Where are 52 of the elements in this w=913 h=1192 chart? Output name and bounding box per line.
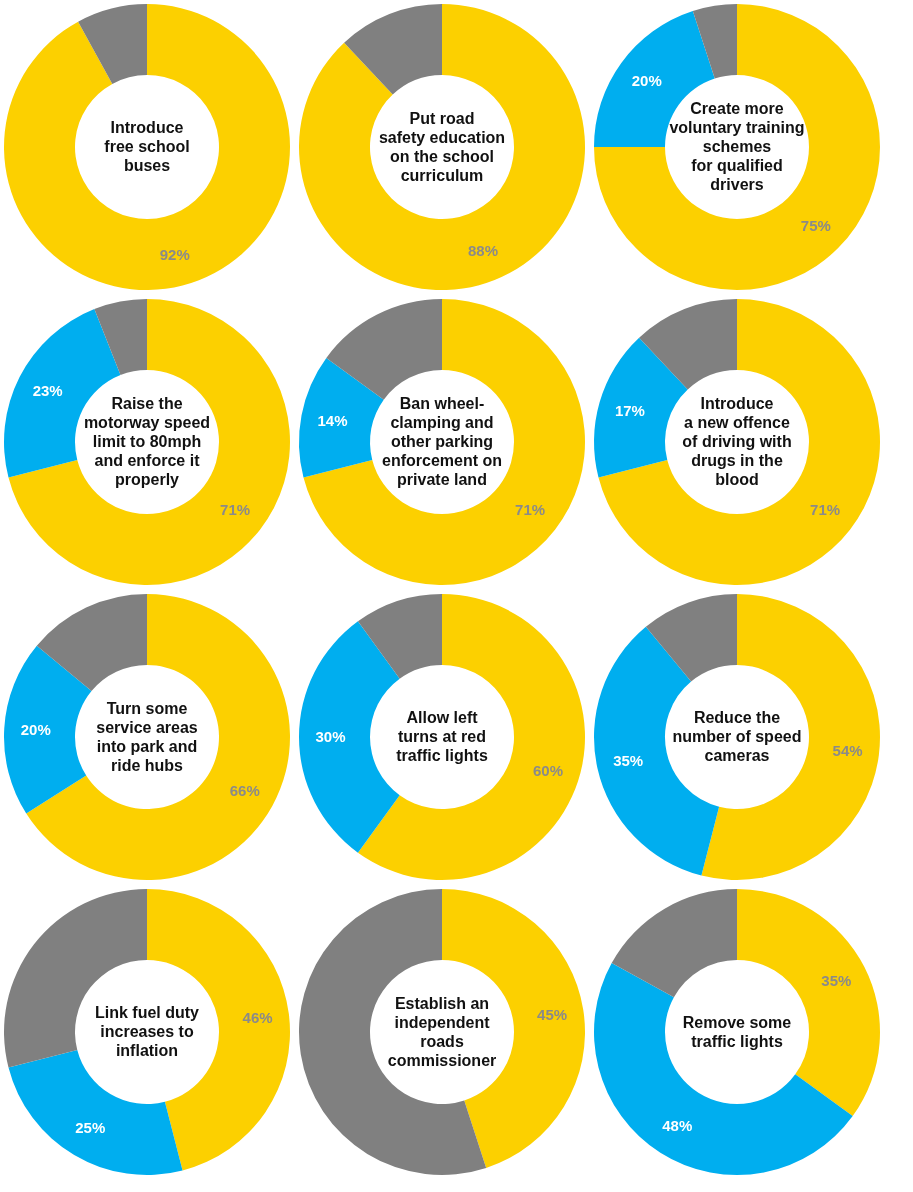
donut-slice — [299, 4, 585, 290]
data-label: 20% — [20, 721, 51, 738]
donut-slice — [4, 4, 290, 290]
data-label: 25% — [75, 1118, 106, 1136]
donut-slice — [639, 299, 737, 390]
donut-slice — [594, 4, 880, 290]
data-label: 20% — [631, 72, 662, 90]
donut-slice — [94, 299, 147, 376]
text: Put road safety education on the school curriculum — [378, 109, 506, 184]
data-label: 46% — [242, 1009, 273, 1027]
donut-slice — [4, 645, 92, 814]
donut-slice — [611, 889, 737, 998]
data-label: 23% — [32, 382, 63, 400]
data-label: 71% — [810, 501, 841, 519]
donut-slice — [357, 594, 585, 880]
text: Introduce a new offence of driving with drugs in the blood — [682, 395, 792, 488]
donut-slice — [344, 4, 442, 95]
text: Raise the motorway speed limit to 80mph and enforce it properly — [83, 395, 211, 488]
data-label: 48% — [662, 1117, 693, 1135]
data-label: 75% — [800, 216, 831, 234]
data-label: 60% — [533, 762, 564, 780]
donut-slice — [303, 299, 585, 585]
data-label: 30% — [315, 728, 346, 745]
donut-slice — [357, 594, 442, 679]
donut-slice — [692, 4, 737, 79]
text: Allow left turns at red traffic lights — [396, 709, 488, 764]
data-label: 92% — [159, 246, 190, 263]
data-label: 71% — [515, 501, 546, 519]
donut-slice — [645, 594, 737, 682]
text: Establish an independent roads commissioner — [387, 994, 497, 1069]
data-label: 66% — [229, 781, 260, 799]
data-label: 14% — [317, 412, 348, 430]
data-label: 54% — [832, 741, 863, 759]
donut-slice — [8, 299, 290, 585]
text: Ban wheel- clamping and other parking enforcement on private land — [381, 395, 503, 488]
data-label: 35% — [821, 972, 852, 990]
donut-slice — [78, 4, 147, 84]
donut-slice — [36, 594, 147, 692]
text: Link fuel duty increases to inflation — [95, 1004, 200, 1059]
text: Introduce free school buses — [104, 119, 190, 174]
donut-slice — [594, 963, 853, 1175]
text: Turn some service areas into park and ride hubs — [96, 699, 198, 774]
text: Reduce the number of speed cameras — [672, 709, 802, 764]
donut-slice — [598, 299, 880, 585]
data-label: 45% — [537, 1005, 568, 1023]
text: Create more voluntary training schemes for qualified drivers — [669, 100, 805, 193]
data-label: 35% — [613, 752, 644, 770]
text: Remove some traffic lights — [682, 1013, 792, 1050]
data-label: 17% — [614, 401, 645, 419]
data-label: 71% — [220, 501, 251, 519]
donut-slice — [299, 357, 384, 478]
data-label: 88% — [468, 241, 499, 259]
